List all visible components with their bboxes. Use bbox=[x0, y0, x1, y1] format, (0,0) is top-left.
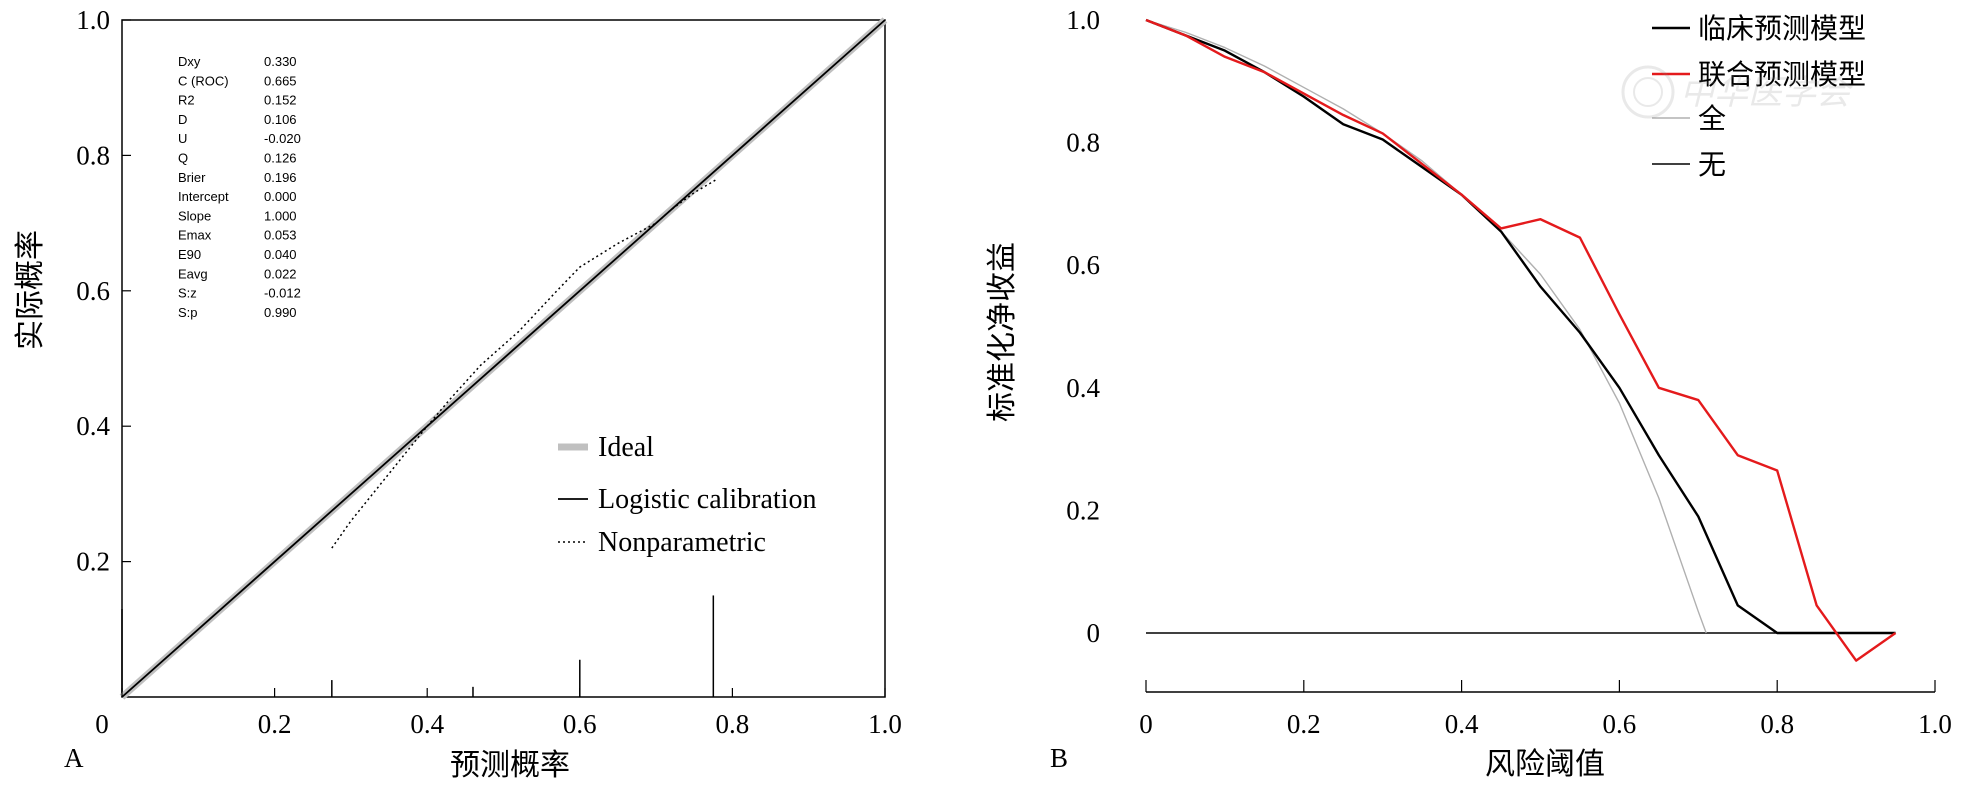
x-tick-label: 1.0 bbox=[1918, 709, 1952, 739]
stat-value: 0.000 bbox=[264, 189, 297, 204]
calibration-panel: 0 0.2 0.4 0.6 0.8 1.0 0.2 0.4 0.6 0.8 1.0 Dxy 0.330… bbox=[13, 5, 902, 783]
watermark-seal-icon bbox=[1621, 65, 1675, 119]
stat-value: 0.022 bbox=[264, 266, 297, 281]
legend-label: 临床预测模型 bbox=[1698, 12, 1866, 45]
y-tick-label: 0.6 bbox=[76, 276, 110, 306]
x-tick-label: 0.6 bbox=[563, 709, 597, 739]
stat-name: E90 bbox=[178, 247, 201, 262]
calibration-legend: Ideal Logistic calibration Nonparametric bbox=[558, 432, 817, 558]
nonparametric-line bbox=[331, 178, 718, 549]
plot-frame bbox=[121, 19, 886, 698]
legend-label: 全 bbox=[1698, 102, 1726, 135]
watermark-logo: 中华医学会 bbox=[1621, 65, 1854, 119]
stat-name: R2 bbox=[178, 93, 195, 108]
y-tick-label: 0.8 bbox=[76, 140, 110, 170]
legend-label: Nonparametric bbox=[598, 527, 766, 558]
stat-name: S:z bbox=[178, 286, 197, 301]
calibration-plot-area bbox=[121, 19, 886, 698]
x-tick-label: 0.2 bbox=[1287, 709, 1321, 739]
y-tick-label: 0 bbox=[1087, 618, 1101, 648]
y-tick-label: 1.0 bbox=[1066, 5, 1100, 35]
x-tick-label: 0.6 bbox=[1603, 709, 1637, 739]
legend-item-clinical: 临床预测模型 bbox=[1652, 12, 1866, 45]
stat-value: 0.665 bbox=[264, 73, 297, 88]
y-tick-label: 0.2 bbox=[76, 547, 110, 577]
stat-value: 0.040 bbox=[264, 247, 297, 262]
legend-label: 联合预测模型 bbox=[1698, 58, 1866, 91]
legend-label: Logistic calibration bbox=[598, 484, 817, 515]
logistic-calibration-line bbox=[121, 19, 886, 698]
legend-label: 无 bbox=[1698, 148, 1726, 181]
legend-item-nonparametric: Nonparametric bbox=[558, 527, 766, 558]
stat-name: Dxy bbox=[178, 54, 201, 69]
treat-all-line bbox=[1145, 19, 1707, 634]
x-tick-label: 1.0 bbox=[868, 709, 902, 739]
y-tick-label: 1.0 bbox=[76, 5, 110, 35]
stat-name: U bbox=[178, 131, 187, 146]
decision-curve-panel: 0 0.2 0.4 0.6 0.8 1.0 0 0.2 0.4 0.6 0.8 1.0 临床预测模型联… bbox=[985, 5, 1952, 782]
stat-name: Emax bbox=[178, 228, 212, 243]
stat-value: 0.990 bbox=[264, 305, 297, 320]
stat-name: Slope bbox=[178, 208, 211, 223]
stat-value: -0.020 bbox=[264, 131, 301, 146]
y-tick-label: 0.6 bbox=[1066, 250, 1100, 280]
stat-value: -0.012 bbox=[264, 286, 301, 301]
stat-name: Brier bbox=[178, 170, 206, 185]
x-tick-label: 0.2 bbox=[258, 709, 292, 739]
x-tick-label: 0 bbox=[1139, 709, 1153, 739]
x-tick-label: 0.8 bbox=[716, 709, 750, 739]
calibration-axes: 0 0.2 0.4 0.6 0.8 1.0 0.2 0.4 0.6 0.8 1.0 bbox=[76, 5, 902, 739]
decision-curve-series bbox=[1145, 18, 1897, 662]
rug-marks bbox=[121, 595, 715, 697]
x-tick-label: 0.4 bbox=[1445, 709, 1479, 739]
x-tick-label: 0 bbox=[95, 709, 109, 739]
panel-label-b: B bbox=[1050, 743, 1068, 773]
stat-value: 0.152 bbox=[264, 93, 297, 108]
stat-value: 0.053 bbox=[264, 228, 297, 243]
stat-name: C (ROC) bbox=[178, 73, 229, 88]
x-tick-label: 0.4 bbox=[410, 709, 444, 739]
x-axis-title: 风险阈值 bbox=[1485, 747, 1605, 782]
y-tick-label: 0.8 bbox=[1066, 128, 1100, 158]
panel-label-a: A bbox=[64, 743, 84, 773]
y-tick-label: 0.4 bbox=[1066, 373, 1100, 403]
legend-item-all: 全 bbox=[1652, 102, 1726, 135]
stat-value: 0.106 bbox=[264, 112, 297, 127]
calibration-series bbox=[119, 17, 888, 700]
legend-item-combined: 联合预测模型 bbox=[1652, 58, 1866, 91]
y-axis-title: 标准化净收益 bbox=[985, 242, 1020, 422]
y-tick-label: 0.2 bbox=[1066, 495, 1100, 525]
stat-name: Intercept bbox=[178, 189, 229, 204]
y-tick-label: 0.4 bbox=[76, 411, 110, 441]
legend-item-logistic: Logistic calibration bbox=[558, 484, 817, 515]
combined-model-line bbox=[1145, 18, 1897, 662]
x-tick-label: 0.8 bbox=[1760, 709, 1794, 739]
y-axis-title: 实际概率 bbox=[13, 230, 48, 350]
legend-item-none: 无 bbox=[1652, 148, 1726, 181]
watermark-text: 中华医学会 bbox=[1680, 73, 1854, 113]
legend-item-ideal: Ideal bbox=[558, 432, 654, 463]
stat-value: 0.126 bbox=[264, 151, 297, 166]
stat-name: Eavg bbox=[178, 266, 208, 281]
stat-name: Q bbox=[178, 151, 188, 166]
stats-table: Dxy 0.330 C (ROC) 0.665 R2 0.152 D 0.106 U -0.020… bbox=[178, 54, 301, 320]
legend-label: Ideal bbox=[598, 432, 654, 463]
stat-name: S:p bbox=[178, 305, 198, 320]
stat-value: 0.196 bbox=[264, 170, 297, 185]
stat-name: D bbox=[178, 112, 187, 127]
stat-value: 0.330 bbox=[264, 54, 297, 69]
stat-value: 1.000 bbox=[264, 208, 297, 223]
x-axis-title: 预测概率 bbox=[450, 748, 570, 783]
decision-curve-axes: 0 0.2 0.4 0.6 0.8 1.0 0 0.2 0.4 0.6 0.8 1.0 bbox=[1066, 5, 1952, 739]
